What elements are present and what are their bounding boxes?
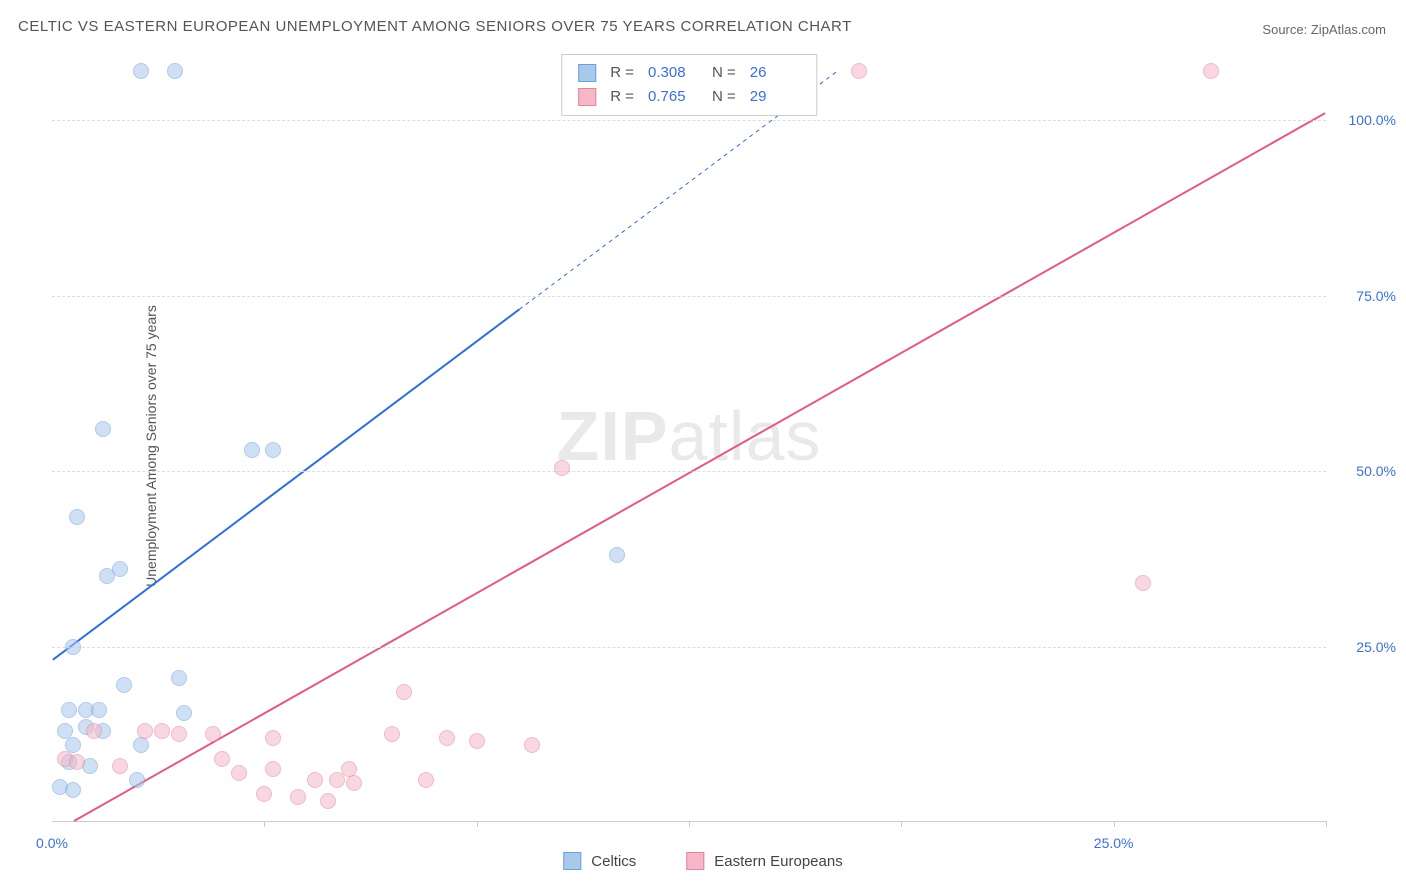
data-point xyxy=(851,63,867,79)
data-point xyxy=(320,793,336,809)
y-tick-label: 100.0% xyxy=(1336,112,1396,128)
series-legend: Celtics Eastern Europeans xyxy=(563,852,842,870)
data-point xyxy=(265,761,281,777)
data-point xyxy=(554,460,570,476)
x-minor-tick xyxy=(1326,821,1327,827)
data-point xyxy=(384,726,400,742)
data-point xyxy=(231,765,247,781)
data-point xyxy=(265,730,281,746)
data-point xyxy=(205,726,221,742)
stats-legend-row: R = 0.308 N = 26 xyxy=(578,61,800,85)
trend-line xyxy=(53,309,520,659)
stat-n-label: N = xyxy=(712,61,736,85)
data-point xyxy=(154,723,170,739)
data-point xyxy=(307,772,323,788)
stats-legend-box: R = 0.308 N = 26 R = 0.765 N = 29 xyxy=(561,54,817,116)
data-point xyxy=(133,63,149,79)
gridline-h xyxy=(52,120,1326,121)
data-point xyxy=(69,509,85,525)
data-point xyxy=(329,772,345,788)
gridline-h xyxy=(52,296,1326,297)
data-point xyxy=(137,723,153,739)
data-point xyxy=(418,772,434,788)
data-point xyxy=(69,754,85,770)
stats-legend-row: R = 0.765 N = 29 xyxy=(578,85,800,109)
legend-swatch xyxy=(578,88,596,106)
chart-title: CELTIC VS EASTERN EUROPEAN UNEMPLOYMENT … xyxy=(18,18,852,35)
data-point xyxy=(396,684,412,700)
gridline-h xyxy=(52,471,1326,472)
stat-r-value: 0.765 xyxy=(648,85,698,109)
data-point xyxy=(346,775,362,791)
legend-label: Celtics xyxy=(591,853,636,870)
data-point xyxy=(265,442,281,458)
x-minor-tick xyxy=(901,821,902,827)
data-point xyxy=(99,568,115,584)
trend-lines-layer xyxy=(52,50,1326,821)
stat-n-value: 29 xyxy=(750,85,800,109)
scatter-plot-area: ZIPatlas R = 0.308 N = 26 R = 0.765 N = … xyxy=(52,50,1326,822)
data-point xyxy=(116,677,132,693)
data-point xyxy=(91,702,107,718)
stat-n-label: N = xyxy=(712,85,736,109)
data-point xyxy=(95,421,111,437)
data-point xyxy=(609,547,625,563)
source-label: Source: xyxy=(1262,22,1307,37)
data-point xyxy=(1203,63,1219,79)
source-attribution: Source: ZipAtlas.com xyxy=(1262,22,1386,37)
data-point xyxy=(524,737,540,753)
data-point xyxy=(171,726,187,742)
stat-r-value: 0.308 xyxy=(648,61,698,85)
data-point xyxy=(1135,575,1151,591)
data-point xyxy=(86,723,102,739)
data-point xyxy=(133,737,149,753)
x-minor-tick xyxy=(477,821,478,827)
y-tick-label: 25.0% xyxy=(1336,639,1396,655)
legend-swatch xyxy=(563,852,581,870)
stat-r-label: R = xyxy=(610,61,634,85)
y-tick-label: 75.0% xyxy=(1336,288,1396,304)
legend-item: Eastern Europeans xyxy=(686,852,842,870)
data-point xyxy=(214,751,230,767)
source-link[interactable]: ZipAtlas.com xyxy=(1311,22,1386,37)
legend-swatch xyxy=(578,64,596,82)
data-point xyxy=(256,786,272,802)
trend-line xyxy=(74,113,1325,821)
x-minor-tick xyxy=(1114,821,1115,827)
x-tick-label: 25.0% xyxy=(1094,835,1134,851)
gridline-h xyxy=(52,647,1326,648)
data-point xyxy=(65,639,81,655)
data-point xyxy=(469,733,485,749)
legend-label: Eastern Europeans xyxy=(714,853,842,870)
data-point xyxy=(176,705,192,721)
data-point xyxy=(244,442,260,458)
x-minor-tick xyxy=(689,821,690,827)
legend-swatch xyxy=(686,852,704,870)
x-minor-tick xyxy=(264,821,265,827)
data-point xyxy=(171,670,187,686)
stat-n-value: 26 xyxy=(750,61,800,85)
x-tick-label: 0.0% xyxy=(36,835,68,851)
stat-r-label: R = xyxy=(610,85,634,109)
data-point xyxy=(167,63,183,79)
data-point xyxy=(290,789,306,805)
y-tick-label: 50.0% xyxy=(1336,463,1396,479)
legend-item: Celtics xyxy=(563,852,636,870)
data-point xyxy=(65,782,81,798)
data-point xyxy=(129,772,145,788)
data-point xyxy=(61,702,77,718)
data-point xyxy=(439,730,455,746)
data-point xyxy=(112,758,128,774)
